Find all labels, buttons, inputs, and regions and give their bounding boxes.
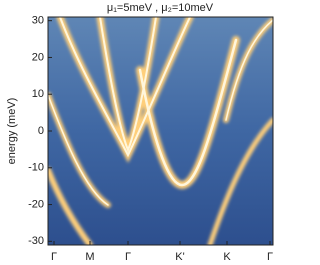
- x-tick-label: M: [85, 251, 94, 263]
- x-tick-label: Γ: [125, 251, 131, 263]
- y-tick-label: 10: [32, 88, 44, 100]
- x-tick-label: K: [223, 251, 231, 263]
- y-tick-label: 0: [38, 125, 44, 137]
- y-axis-label: energy (meV): [6, 98, 18, 165]
- y-tick-label: -10: [28, 162, 44, 174]
- chart: μ₁=5meV , μ₂=10meV energy (meV) -30 -20 -1…: [6, 2, 274, 263]
- y-tick-label: 20: [32, 51, 44, 63]
- y-tick-label: 30: [32, 15, 44, 27]
- y-tick-label: -20: [28, 198, 44, 210]
- chart-title: μ₁=5meV , μ₂=10meV: [107, 2, 214, 14]
- y-tick-label: -30: [28, 235, 44, 247]
- plot-background: [48, 17, 273, 245]
- x-tick-label: K': [175, 251, 184, 263]
- x-tick-label: Γ: [51, 251, 57, 263]
- band-core: [48, 17, 273, 206]
- spectral-map: [48, 17, 273, 245]
- x-tick-label: Γ: [267, 251, 273, 263]
